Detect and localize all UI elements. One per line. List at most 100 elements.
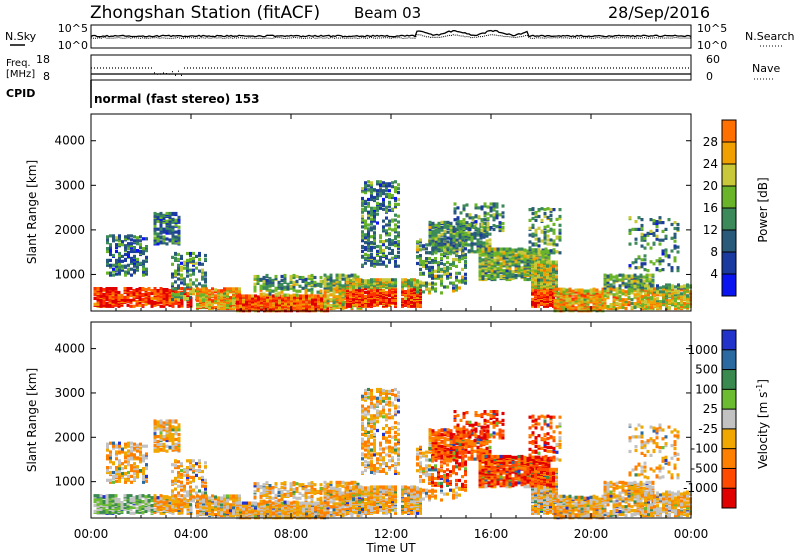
power-cell — [646, 233, 650, 237]
power-cell — [295, 282, 299, 286]
power-cell — [484, 269, 488, 273]
power-cell — [601, 299, 605, 303]
power-cell — [204, 257, 207, 261]
power-cell — [459, 211, 463, 215]
power-cell — [571, 292, 575, 296]
power-cell — [382, 260, 385, 264]
power-cell — [546, 294, 549, 299]
power-cell — [323, 284, 327, 288]
power-cell — [624, 290, 628, 294]
power-cell — [367, 236, 370, 240]
power-cell — [382, 219, 385, 223]
power-cell — [292, 284, 296, 288]
power-cell — [394, 227, 397, 231]
power-cell — [531, 212, 535, 216]
power-cell — [263, 294, 266, 298]
power-cell — [496, 247, 500, 251]
power-cell — [130, 249, 133, 254]
power-cell — [528, 226, 532, 230]
power-cell — [486, 217, 490, 221]
power-cell — [644, 286, 647, 290]
power-cell — [293, 295, 296, 299]
power-cell — [177, 225, 181, 229]
power-cell — [326, 296, 330, 300]
power-cell — [485, 239, 489, 243]
power-cell — [314, 301, 317, 305]
power-cell — [612, 298, 616, 302]
power-cell — [305, 305, 308, 309]
power-cell — [486, 227, 490, 232]
power-cell — [171, 228, 175, 232]
power-cell — [650, 301, 653, 305]
power-cell — [352, 302, 355, 306]
power-cell — [452, 235, 456, 239]
power-cell — [391, 185, 394, 189]
power-cell — [535, 256, 539, 260]
power-cell — [461, 238, 464, 242]
power-cell — [634, 258, 638, 262]
power-cell — [370, 278, 373, 282]
power-cell — [299, 294, 302, 298]
power-cell — [391, 290, 394, 295]
power-cell — [470, 238, 474, 242]
power-cell — [668, 289, 671, 293]
power-cell — [373, 261, 376, 265]
power-cell — [344, 276, 348, 280]
power-cell — [609, 287, 613, 291]
power-cell — [192, 292, 195, 296]
power-cell — [511, 256, 515, 260]
power-cell — [534, 228, 538, 232]
power-cell — [361, 214, 364, 218]
power-cell — [139, 243, 142, 247]
power-cell — [385, 223, 388, 227]
power-cell — [609, 290, 613, 294]
power-cell — [239, 305, 242, 309]
power-cell — [425, 251, 428, 255]
power-cell — [310, 280, 314, 284]
power-cell — [552, 231, 556, 235]
freq-bottom-tick: 8 — [43, 70, 50, 83]
power-cell — [156, 293, 160, 298]
power-cell — [647, 305, 650, 310]
power-cell — [577, 307, 581, 311]
power-cell — [108, 304, 112, 308]
power-cell — [552, 251, 556, 255]
power-cell — [335, 295, 339, 299]
power-cell — [464, 272, 467, 276]
power-cell — [464, 281, 467, 285]
power-cell — [589, 300, 593, 304]
power-cell — [534, 230, 538, 234]
power-cell — [341, 273, 345, 277]
power-cell — [283, 287, 287, 291]
power-cell — [127, 244, 130, 248]
power-cell — [385, 254, 388, 258]
power-cell — [367, 180, 370, 184]
power-cell — [431, 252, 434, 256]
power-cell — [142, 247, 145, 251]
power-cell — [464, 234, 468, 238]
power-cell — [186, 270, 189, 274]
power-cell — [159, 211, 163, 216]
power-cell — [177, 241, 181, 245]
power-cell — [505, 247, 509, 251]
power-cell — [565, 302, 569, 306]
power-cell — [640, 226, 644, 231]
power-cell — [633, 279, 637, 283]
power-cell — [586, 289, 590, 293]
power-cell — [481, 275, 485, 279]
power-cell — [562, 307, 566, 311]
power-cell — [346, 278, 349, 282]
power-cell — [313, 275, 317, 280]
power-cell — [627, 296, 631, 300]
power-cell — [580, 293, 584, 297]
power-cell — [308, 294, 311, 298]
power-cell — [487, 259, 491, 263]
power-cell — [431, 238, 435, 242]
power-cell — [531, 266, 534, 270]
power-cell — [136, 239, 139, 243]
power-cell — [649, 218, 653, 222]
power-cell — [401, 297, 404, 301]
power-cell — [443, 220, 447, 224]
power-cell — [531, 291, 534, 296]
power-cell — [534, 211, 538, 215]
